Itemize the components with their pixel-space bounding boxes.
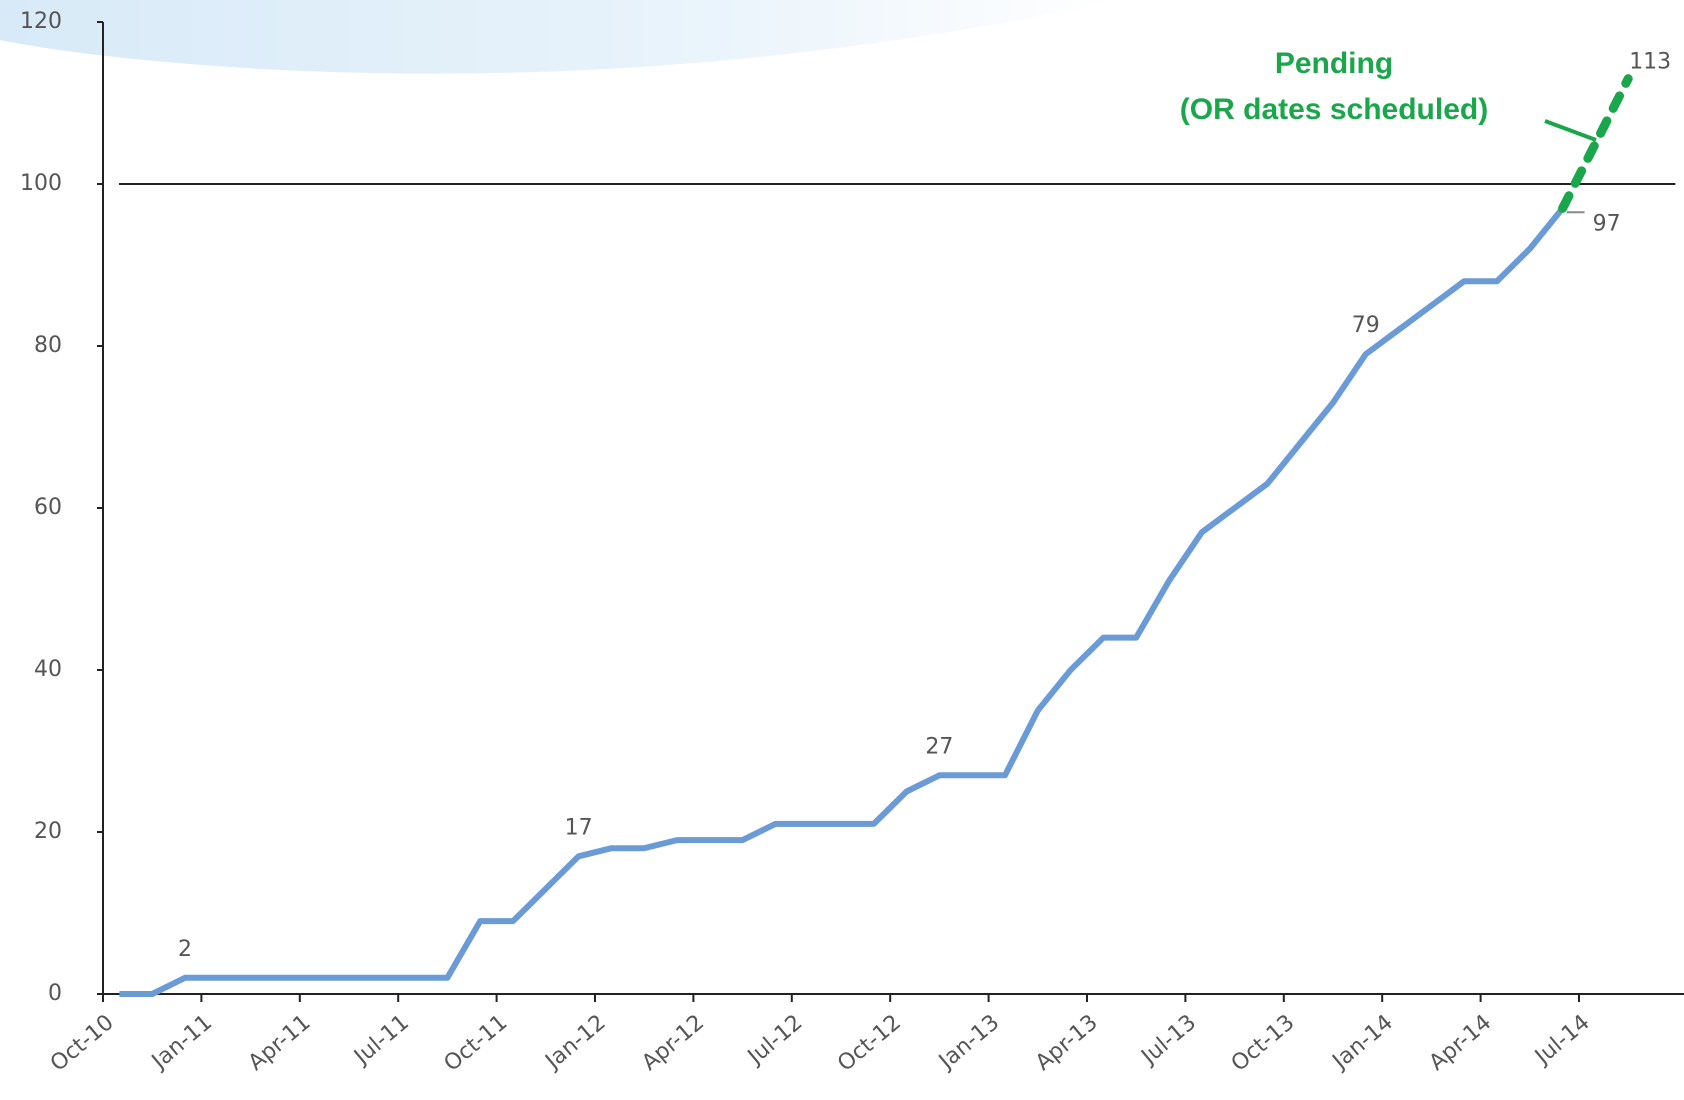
y-tick-label: 20 (34, 819, 62, 844)
x-tick-label: Jan-12 (540, 1010, 611, 1075)
x-tick-label: Jan-11 (146, 1010, 217, 1075)
data-label: 2 (178, 937, 192, 962)
y-tick-label: 80 (34, 333, 62, 358)
x-tick-label: Jul-13 (1136, 1010, 1201, 1071)
annotation: (OR dates scheduled) (1180, 93, 1488, 126)
x-tick-label: Jan-13 (933, 1010, 1004, 1075)
y-tick-label: 120 (20, 9, 62, 34)
header-swoosh (0, 0, 1120, 74)
annotation-arrow (1544, 119, 1597, 142)
data-label: 113 (1629, 50, 1671, 75)
annotation: Pending (1275, 47, 1393, 80)
data-label: 97 (1593, 211, 1621, 236)
y-tick-label: 60 (34, 495, 62, 520)
x-tick-label: Jul-12 (742, 1010, 807, 1071)
y-tick-label: 100 (20, 171, 62, 196)
x-tick-label: Oct-12 (833, 1010, 906, 1077)
y-tick-label: 0 (48, 981, 62, 1006)
x-tick-label: Jul-14 (1529, 1010, 1594, 1071)
x-tick-label: Apr-14 (1425, 1010, 1497, 1076)
x-tick-label: Oct-11 (440, 1010, 513, 1077)
x-tick-label: Oct-10 (46, 1010, 119, 1077)
x-tick-label: Jul-11 (348, 1010, 413, 1071)
x-tick-label: Apr-12 (637, 1010, 709, 1076)
data-label: 79 (1352, 313, 1380, 338)
data-label: 27 (925, 734, 953, 759)
series-line (1558, 74, 1633, 213)
y-tick-label: 40 (34, 657, 62, 682)
data-label: 17 (565, 815, 593, 840)
x-tick-label: Apr-11 (244, 1010, 316, 1076)
x-tick-label: Jan-14 (1327, 1010, 1398, 1075)
x-tick-label: Apr-13 (1031, 1010, 1103, 1076)
x-tick-label: Oct-13 (1227, 1010, 1300, 1077)
series-line (119, 206, 1565, 997)
